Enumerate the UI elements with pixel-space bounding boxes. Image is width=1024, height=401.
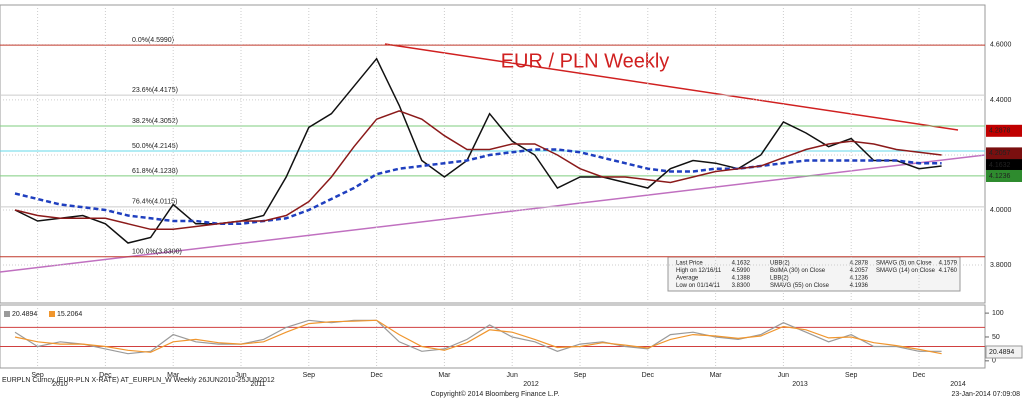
legend-label: SMAVG (55) on Close <box>770 283 830 289</box>
fib-label: 50.0%(4.2145) <box>132 143 178 150</box>
x-tick-label: Sep <box>303 372 316 379</box>
year-label: 2010 <box>52 381 68 388</box>
price-tag <box>986 147 1022 160</box>
legend-label: Low on 01/14/11 <box>676 283 721 289</box>
legend-value: 4.5990 <box>732 268 751 274</box>
x-tick-label: Jun <box>778 372 789 379</box>
legend-box: Last Price 4.1632 UBB(2) 4.2878 SMAVG (5) on… <box>667 256 961 292</box>
x-tick-label: Dec <box>642 372 655 379</box>
legend-label: SMAVG (5) on Close <box>876 261 932 267</box>
oscillator-line <box>14 319 942 355</box>
legend-swatch <box>4 311 10 317</box>
legend-value: 4.1388 <box>732 276 751 282</box>
legend-label: SMAVG (14) on Close <box>876 268 936 274</box>
price-tag-label: 4.1632 <box>989 162 1011 169</box>
fib-label: 76.4%(4.0115) <box>132 199 177 206</box>
price-tag <box>986 169 1022 182</box>
main-panel <box>0 4 986 304</box>
x-tick-label: Sep <box>845 372 858 379</box>
legend-value: 4.1579 <box>939 261 958 267</box>
x-tick-label: Sep <box>574 372 587 379</box>
price-tag-label: 4.2878 <box>989 128 1011 135</box>
x-tick-label: Dec <box>370 372 383 379</box>
legend-label: BolMA (30) on Close <box>770 268 826 274</box>
legend-label: High on 12/16/11 <box>676 268 722 274</box>
fib-label: 23.6%(4.4175) <box>132 87 178 94</box>
legend-label: UBB(2) <box>770 261 790 267</box>
chart-title: EUR / PLN Weekly <box>501 50 670 72</box>
x-tick-label: Dec <box>99 372 112 379</box>
legend-value: 4.1236 <box>850 276 869 282</box>
legend-frame <box>667 256 961 292</box>
legend-value: 4.1936 <box>850 283 869 289</box>
footer-right: 23-Jan-2014 07:09:08 <box>952 391 1021 398</box>
y-tick-label: 4.0000 <box>990 207 1012 214</box>
year-label: 2012 <box>523 381 539 388</box>
year-label: 2014 <box>950 381 966 388</box>
fib-label: 100.0%(3.8300) <box>132 249 182 256</box>
y-tick-label: 0 <box>992 358 996 365</box>
price-tag <box>986 124 1022 137</box>
price-tag-label: 4.1236 <box>989 173 1011 180</box>
x-tick-label: Mar <box>438 372 451 379</box>
legend-swatch <box>49 311 55 317</box>
year-label: 2013 <box>792 381 808 388</box>
legend-label: LBB(2) <box>770 276 789 282</box>
y-tick-label: 3.8000 <box>990 262 1012 269</box>
legend-label: Last Price <box>676 261 703 267</box>
legend-label: 20.4894 <box>12 311 37 318</box>
oscillator-tag <box>985 345 1023 359</box>
price-tag <box>986 159 1022 172</box>
oscillator-line <box>14 319 942 355</box>
year-label: 2011 <box>250 381 265 388</box>
fib-label: 61.8%(4.1238) <box>132 168 178 175</box>
legend-label: Average <box>676 276 699 282</box>
support-trendline <box>0 154 986 273</box>
resistance-trendline <box>384 43 959 131</box>
legend-value: 4.2057 <box>850 268 869 274</box>
x-tick-label: Sep <box>31 372 44 379</box>
footer-left: EURPLN Curncy (EUR-PLN X-RATE) AT_EURPLN… <box>2 377 275 384</box>
x-tick-label: Dec <box>913 372 926 379</box>
price-tag-label: 4.2057 <box>989 150 1011 157</box>
y-tick-label: 4.6000 <box>990 42 1012 49</box>
oscillator-tag-label: 20.4894 <box>989 349 1014 356</box>
x-tick-label: Mar <box>167 372 180 379</box>
legend-value: 4.1632 <box>732 261 751 267</box>
legend-value: 4.2878 <box>850 261 869 267</box>
fib-label: 38.2%(4.3052) <box>132 118 178 125</box>
y-tick-label: 100 <box>992 310 1004 317</box>
x-tick-label: Jun <box>235 372 246 379</box>
x-tick-label: Mar <box>710 372 723 379</box>
footer-center: Copyright© 2014 Bloomberg Finance L.P. <box>431 390 560 398</box>
y-tick-label: 4.4000 <box>990 97 1012 104</box>
x-tick-label: Jun <box>507 372 518 379</box>
legend-value: 4.1760 <box>939 268 958 274</box>
series-line <box>14 110 942 231</box>
fib-label: 0.0%(4.5990) <box>132 37 174 44</box>
y-tick-label: 50 <box>992 334 1000 341</box>
series-line <box>14 57 942 244</box>
legend-value: 3.8300 <box>732 283 751 289</box>
legend-label: 15.2064 <box>57 311 82 318</box>
